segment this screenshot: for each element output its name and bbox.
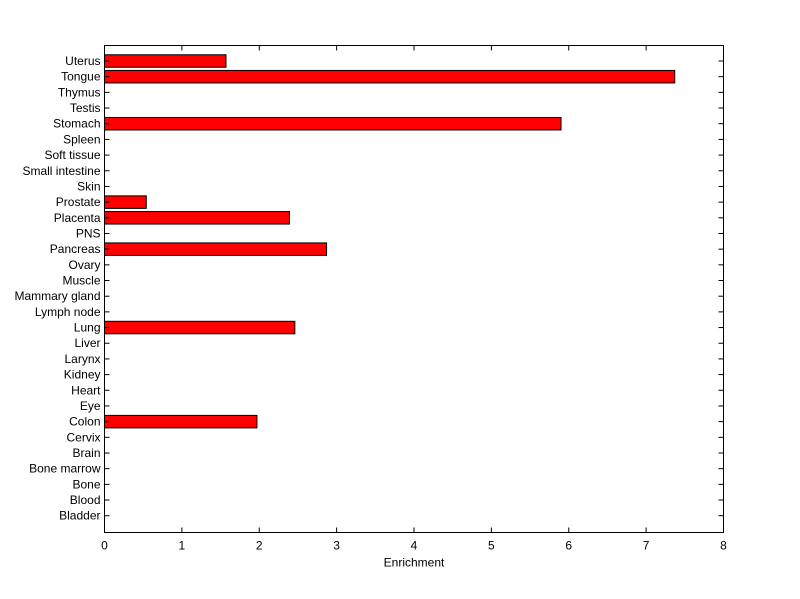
category-label-heart: Heart bbox=[71, 383, 101, 397]
category-label-mammary-gland: Mammary gland bbox=[14, 289, 100, 303]
category-label-bladder: Bladder bbox=[59, 509, 100, 523]
category-label-kidney: Kidney bbox=[64, 368, 101, 382]
category-label-uterus: Uterus bbox=[65, 54, 100, 68]
category-label-blood: Blood bbox=[70, 493, 101, 507]
category-label-ovary: Ovary bbox=[68, 258, 100, 272]
category-label-colon: Colon bbox=[69, 415, 100, 429]
category-label-thymus: Thymus bbox=[58, 85, 101, 99]
x-tick-label-5: 5 bbox=[488, 539, 495, 553]
category-label-placenta: Placenta bbox=[54, 211, 101, 225]
x-tick-label-1: 1 bbox=[179, 539, 186, 553]
category-label-tongue: Tongue bbox=[61, 70, 101, 84]
category-label-lymph-node: Lymph node bbox=[35, 305, 101, 319]
category-label-small-intestine: Small intestine bbox=[22, 164, 100, 178]
bar-tongue bbox=[104, 69, 676, 84]
x-tick-label-8: 8 bbox=[720, 539, 727, 553]
x-tick-label-0: 0 bbox=[101, 539, 108, 553]
category-label-lung: Lung bbox=[74, 321, 101, 335]
bar-lung bbox=[104, 320, 296, 335]
x-tick-label-6: 6 bbox=[565, 539, 572, 553]
category-label-eye: Eye bbox=[80, 399, 101, 413]
x-tick-label-4: 4 bbox=[411, 539, 418, 553]
category-label-prostate: Prostate bbox=[56, 195, 101, 209]
category-label-muscle: Muscle bbox=[62, 274, 100, 288]
x-tick-label-2: 2 bbox=[256, 539, 263, 553]
category-label-cervix: Cervix bbox=[66, 430, 100, 444]
bar-stomach bbox=[104, 116, 562, 131]
category-label-pancreas: Pancreas bbox=[50, 242, 101, 256]
x-axis-title: Enrichment bbox=[384, 556, 445, 570]
category-label-bone-marrow: Bone marrow bbox=[29, 462, 101, 476]
bar-colon bbox=[104, 414, 258, 429]
category-label-stomach: Stomach bbox=[53, 117, 100, 131]
ticks-group bbox=[104, 45, 724, 533]
category-label-pns: PNS bbox=[76, 226, 101, 240]
x-tick-label-3: 3 bbox=[333, 539, 340, 553]
category-label-soft-tissue: Soft tissue bbox=[44, 148, 100, 162]
category-label-liver: Liver bbox=[74, 336, 100, 350]
category-label-bone: Bone bbox=[72, 477, 100, 491]
category-label-larynx: Larynx bbox=[64, 352, 100, 366]
x-tick-labels: 0 1 2 3 4 5 6 7 8 bbox=[101, 539, 727, 553]
bars-group bbox=[104, 54, 676, 429]
category-label-testis: Testis bbox=[70, 101, 101, 115]
category-label-spleen: Spleen bbox=[63, 132, 100, 146]
category-label-brain: Brain bbox=[72, 446, 100, 460]
bar-pancreas bbox=[104, 242, 328, 256]
bar-placenta bbox=[104, 211, 290, 225]
bar-uterus bbox=[104, 54, 227, 68]
bar-prostate bbox=[104, 195, 147, 209]
x-tick-label-7: 7 bbox=[643, 539, 650, 553]
category-label-skin: Skin bbox=[77, 179, 100, 193]
